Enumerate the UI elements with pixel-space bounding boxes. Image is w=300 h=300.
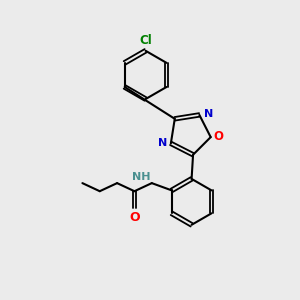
Text: O: O xyxy=(214,130,224,143)
Text: N: N xyxy=(158,138,167,148)
Text: Cl: Cl xyxy=(139,34,152,47)
Text: O: O xyxy=(129,211,140,224)
Text: N: N xyxy=(204,109,213,119)
Text: NH: NH xyxy=(132,172,151,182)
